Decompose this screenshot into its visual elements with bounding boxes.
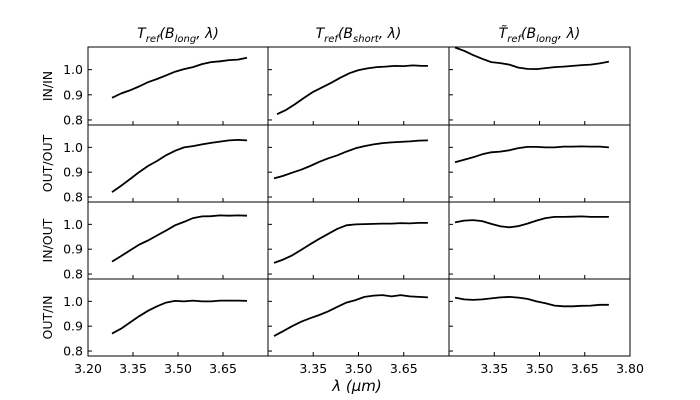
panel-frame bbox=[448, 124, 631, 203]
x-tick-label: 3.50 bbox=[526, 361, 554, 376]
row-label: OUT/IN bbox=[40, 296, 55, 340]
x-tick-label: 3.35 bbox=[480, 361, 508, 376]
panel-frame bbox=[87, 278, 269, 357]
panel-in-out-col-2 bbox=[267, 201, 450, 280]
x-tick-label: 3.35 bbox=[119, 361, 147, 376]
series-line bbox=[111, 214, 248, 263]
panel-frame bbox=[448, 201, 631, 280]
panel-frame bbox=[448, 278, 631, 357]
series-line bbox=[111, 56, 248, 99]
series-line bbox=[273, 221, 428, 264]
x-axis-label: λ (μm) bbox=[331, 377, 382, 395]
series-line bbox=[111, 138, 248, 193]
panel-out-in-col-1: 0.8 0.9 1.0 3.20 3.35 3.50 3.65 bbox=[63, 278, 269, 376]
panel-frame bbox=[267, 124, 450, 203]
y-tick-label: 1.0 bbox=[63, 217, 83, 232]
y-tick-label: 1.0 bbox=[63, 140, 83, 155]
x-tick-label: 3.50 bbox=[345, 361, 373, 376]
panel-in-in-col-2 bbox=[267, 46, 450, 126]
panel-frame bbox=[267, 46, 450, 126]
y-tick-label: 1.0 bbox=[63, 62, 83, 77]
panel-in-in-col-3 bbox=[448, 46, 631, 126]
x-tick-label: 3.35 bbox=[299, 361, 327, 376]
panel-out-in-col-3: 3.35 3.50 3.65 3.80 bbox=[448, 278, 644, 376]
series-line bbox=[273, 294, 428, 337]
column-title: T̃ref(Blong, λ) bbox=[499, 25, 581, 45]
y-tick-label: 0.9 bbox=[63, 165, 83, 180]
y-tick-label: 0.8 bbox=[63, 267, 83, 282]
panel-in-out-col-3 bbox=[448, 201, 631, 280]
x-tick-label: 3.20 bbox=[74, 361, 102, 376]
column-title: Tref(Bshort, λ) bbox=[316, 26, 402, 45]
y-tick-label: 0.8 bbox=[63, 344, 83, 359]
x-tick-label: 3.65 bbox=[209, 361, 237, 376]
x-tick-label: 3.50 bbox=[164, 361, 192, 376]
row-label: OUT/OUT bbox=[40, 134, 55, 192]
panel-in-in-col-1: 0.8 0.9 1.0 bbox=[63, 46, 269, 127]
column-title: Tref(Blong, λ) bbox=[137, 26, 219, 45]
x-tick-label: 3.65 bbox=[390, 361, 418, 376]
series-line bbox=[454, 215, 609, 229]
x-tick-label: 3.80 bbox=[616, 361, 644, 376]
panel-out-in-col-2: 3.35 3.50 3.65 bbox=[267, 278, 450, 376]
y-tick-label: 0.8 bbox=[63, 190, 83, 205]
series-line bbox=[273, 139, 428, 180]
series-line bbox=[454, 295, 609, 308]
series-line bbox=[276, 64, 428, 116]
row-label: IN/OUT bbox=[40, 218, 55, 262]
panel-frame bbox=[448, 46, 631, 126]
row-label: IN/IN bbox=[40, 71, 55, 101]
panel-in-out-col-1: 0.8 0.9 1.0 bbox=[63, 201, 269, 282]
panel-out-out-col-1: 0.8 0.9 1.0 bbox=[63, 124, 269, 205]
panel-frame bbox=[267, 278, 450, 357]
y-tick-label: 0.9 bbox=[63, 242, 83, 257]
series-line bbox=[454, 145, 609, 164]
panel-frame bbox=[267, 201, 450, 280]
y-tick-label: 0.8 bbox=[63, 112, 83, 127]
y-tick-label: 0.9 bbox=[63, 87, 83, 102]
x-tick-label: 3.65 bbox=[571, 361, 599, 376]
y-tick-label: 0.9 bbox=[63, 319, 83, 334]
series-line bbox=[454, 46, 610, 70]
panel-frame bbox=[87, 201, 269, 280]
series-line bbox=[111, 299, 248, 335]
panel-out-out-col-3 bbox=[448, 124, 631, 203]
panel-out-out-col-2 bbox=[267, 124, 450, 203]
y-tick-label: 1.0 bbox=[63, 294, 83, 309]
